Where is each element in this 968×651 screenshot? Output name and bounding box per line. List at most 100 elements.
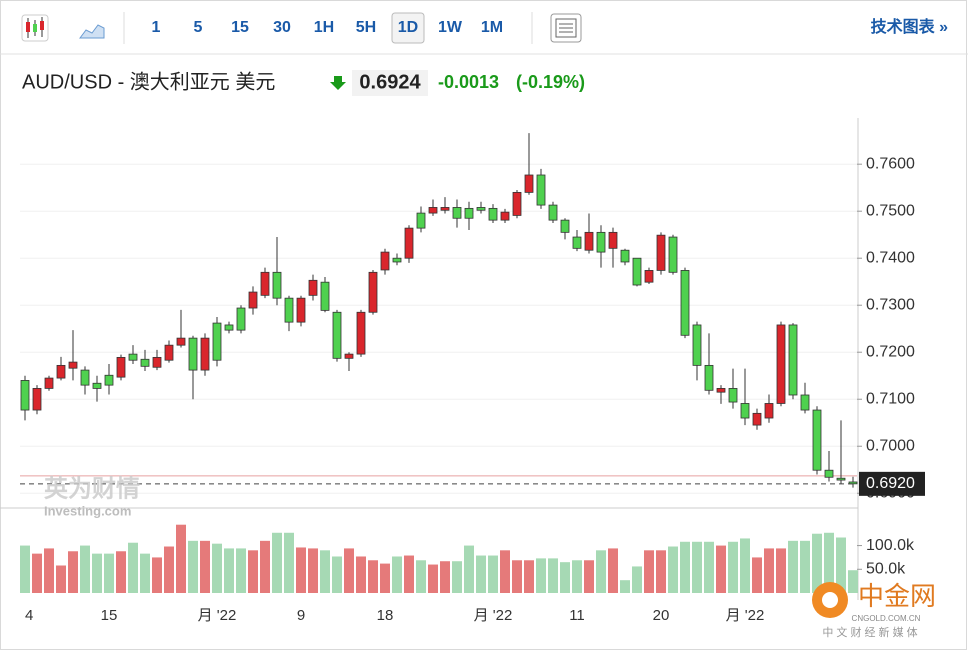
price-marker-tag xyxy=(859,471,925,496)
candle-body xyxy=(104,374,114,386)
interval-button[interactable]: 1 xyxy=(152,19,161,36)
volume-bar xyxy=(512,560,522,593)
interval-button[interactable]: 1M xyxy=(481,19,503,36)
price-marker-label: 0.6920 xyxy=(866,475,915,492)
interval-button[interactable]: 1D xyxy=(398,19,418,36)
candle-body xyxy=(344,353,354,359)
candle-body xyxy=(200,337,210,371)
quote-price: 0.6924 xyxy=(359,71,421,93)
x-tick-label: 月 '22 xyxy=(198,607,237,624)
plot: 0.69000.70000.71000.72000.73000.74000.75… xyxy=(20,133,925,624)
price-box xyxy=(352,70,428,96)
candle-body xyxy=(236,307,246,331)
watermark-cngold-url: CNGOLD.COM.CN xyxy=(852,614,921,623)
candle-body xyxy=(800,394,810,411)
volume-bar xyxy=(428,564,438,593)
volume-bar xyxy=(488,555,498,593)
candle-body xyxy=(548,204,558,221)
quote-change-percent: (-0.19%) xyxy=(516,72,585,92)
candle-body xyxy=(20,380,30,411)
interval-button[interactable]: 5 xyxy=(194,19,203,36)
technical-chart-link[interactable]: 技术图表 » xyxy=(871,17,948,36)
candle-body xyxy=(644,270,654,283)
interval-selected-box xyxy=(391,12,425,44)
volume-bar xyxy=(776,548,786,593)
candle-body xyxy=(440,207,450,211)
volume-bar xyxy=(212,543,222,593)
volume-bar xyxy=(548,558,558,593)
y-tick-label: 0.7300 xyxy=(866,296,915,313)
volume-bar xyxy=(416,560,426,593)
candle-body xyxy=(572,236,582,249)
volume-bar xyxy=(356,556,366,593)
volume-bar xyxy=(656,550,666,593)
candle-body xyxy=(776,324,786,404)
x-tick-label: 11 xyxy=(569,607,585,624)
interval-button[interactable]: 15 xyxy=(231,19,249,36)
volume-bar xyxy=(56,565,66,593)
volume-bar xyxy=(752,557,762,593)
candle-body xyxy=(188,337,198,371)
candle-body xyxy=(560,219,570,233)
quote-symbol: AUD/USD - 澳大利亚元 美元 xyxy=(22,70,275,93)
x-tick-label: 9 xyxy=(297,607,305,624)
candle-body xyxy=(824,469,834,478)
volume-bar xyxy=(140,553,150,593)
volume-bar xyxy=(812,533,822,593)
volume-bar xyxy=(188,540,198,593)
volume-bar xyxy=(68,551,78,593)
volume-bar xyxy=(296,547,306,593)
interval-button[interactable]: 1W xyxy=(438,19,463,36)
candle-body xyxy=(680,270,690,336)
volume-bar xyxy=(20,545,30,593)
candle-body xyxy=(416,212,426,229)
interval-button[interactable]: 1H xyxy=(314,19,334,36)
candle-body xyxy=(536,174,546,206)
volume-bar xyxy=(716,545,726,593)
candle-body xyxy=(752,412,762,426)
volume-bar xyxy=(824,532,834,593)
candle-body xyxy=(92,382,102,389)
candle-body xyxy=(380,251,390,271)
volume-bar xyxy=(500,550,510,593)
candle-body xyxy=(716,388,726,393)
volume-bar xyxy=(740,538,750,593)
volume-bar xyxy=(236,548,246,593)
candle-body xyxy=(488,207,498,221)
volume-bar xyxy=(596,550,606,593)
y-tick-label: 0.7500 xyxy=(866,202,915,219)
down-arrow xyxy=(330,76,346,90)
candle-body xyxy=(368,271,378,313)
volume-bar xyxy=(584,560,594,593)
candle-body xyxy=(356,311,366,355)
volume-bar xyxy=(368,560,378,593)
volume-bar xyxy=(404,555,414,593)
area-icon[interactable] xyxy=(79,24,105,39)
volume-bar xyxy=(164,546,174,593)
volume-bar xyxy=(440,561,450,593)
candles-icon[interactable] xyxy=(21,14,49,42)
candle-body xyxy=(248,291,258,309)
layout-icon[interactable] xyxy=(550,13,582,43)
volume-bar xyxy=(464,545,474,593)
watermark-cngold-tagline: 中 文 财 经 新 媒 体 xyxy=(822,625,917,639)
volume-bar xyxy=(764,548,774,593)
candle-body xyxy=(176,337,186,346)
interval-button[interactable]: 5H xyxy=(356,19,376,36)
candle-body xyxy=(128,353,138,361)
candle-body xyxy=(272,271,282,299)
candle-body xyxy=(212,322,222,361)
y-tick-label: 0.7200 xyxy=(866,343,915,360)
candle-body xyxy=(116,356,126,378)
volume-tick-label: 100.0k xyxy=(866,537,915,554)
watermark-cngold: 中金网 xyxy=(858,581,936,611)
candle-body xyxy=(224,324,234,331)
x-tick-label: 月 '22 xyxy=(726,607,765,624)
candle-body xyxy=(404,227,414,259)
y-tick-label: 0.7000 xyxy=(866,437,915,454)
volume-bar xyxy=(32,553,42,593)
volume-bar xyxy=(848,570,858,593)
candle-body xyxy=(836,477,846,481)
interval-button[interactable]: 30 xyxy=(273,19,291,36)
candle-body xyxy=(764,403,774,419)
